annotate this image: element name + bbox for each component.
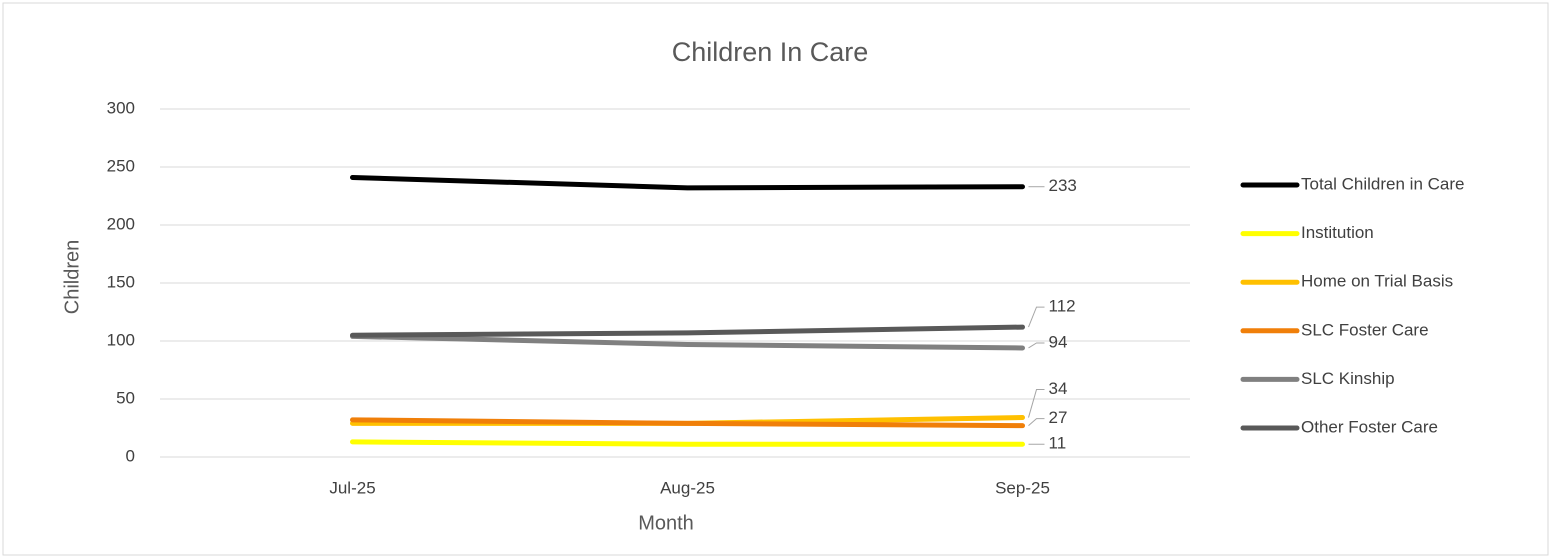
legend-label: Other Foster Care — [1301, 417, 1438, 436]
y-tick-label: 200 — [107, 214, 135, 233]
legend-label: Institution — [1301, 223, 1374, 242]
chart-title: Children In Care — [672, 37, 869, 67]
legend-label: SLC Foster Care — [1301, 320, 1429, 339]
leader-line — [1028, 342, 1045, 349]
series-line — [350, 417, 1025, 429]
data-label: 94 — [1049, 332, 1068, 351]
x-tick-label: Jul-25 — [329, 478, 375, 497]
legend-label: SLC Kinship — [1301, 369, 1395, 388]
leader-line — [1028, 389, 1045, 418]
y-tick-label: 0 — [126, 446, 135, 465]
series-line — [350, 174, 1025, 191]
y-tick-label: 300 — [107, 98, 135, 117]
series-line — [350, 439, 1025, 447]
data-label: 112 — [1049, 297, 1076, 316]
x-tick-label: Sep-25 — [995, 478, 1050, 497]
data-label: 233 — [1049, 176, 1077, 195]
x-tick-label: Aug-25 — [660, 478, 715, 497]
legend-label: Total Children in Care — [1301, 174, 1464, 193]
y-tick-label: 150 — [107, 272, 135, 291]
series-line — [350, 324, 1025, 338]
legend-label: Home on Trial Basis — [1301, 272, 1453, 291]
data-label: 34 — [1049, 379, 1068, 398]
data-label: 11 — [1049, 434, 1067, 453]
leader-line — [1028, 418, 1045, 427]
x-axis-title: Month — [638, 512, 694, 534]
y-tick-label: 50 — [116, 388, 135, 407]
y-tick-label: 100 — [107, 330, 135, 349]
y-tick-label: 250 — [107, 156, 135, 175]
y-axis-title: Children — [61, 240, 83, 314]
series-line — [350, 333, 1025, 351]
data-label: 27 — [1049, 408, 1068, 427]
leader-line — [1028, 306, 1045, 328]
